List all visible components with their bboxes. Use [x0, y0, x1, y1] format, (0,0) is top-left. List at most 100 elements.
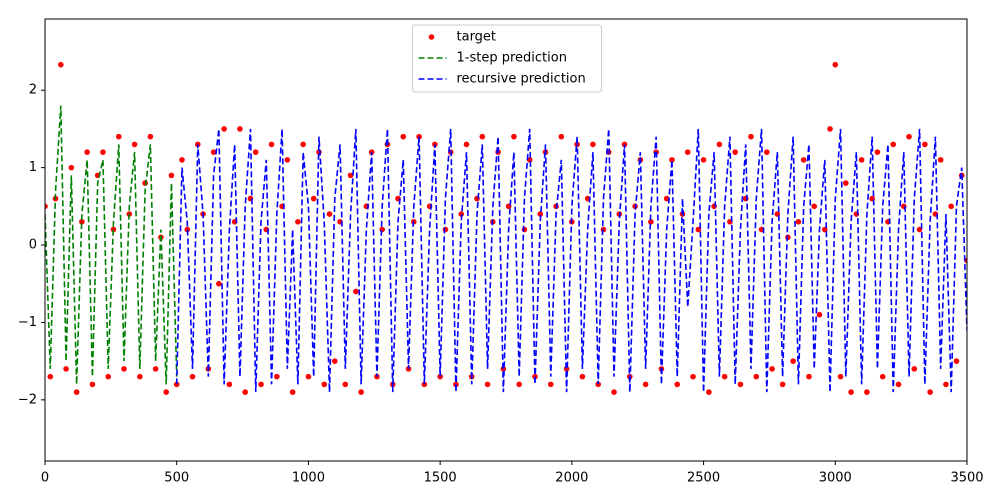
target-point — [484, 381, 491, 388]
target-point — [458, 211, 465, 217]
target-point — [258, 381, 264, 388]
target-point — [353, 288, 359, 295]
target-point — [210, 149, 217, 155]
target-point — [811, 203, 818, 210]
plot-frame — [44, 18, 968, 462]
legend-label: 1-step prediction — [457, 51, 567, 66]
legend-marker — [428, 34, 435, 40]
target-point — [800, 157, 807, 163]
target-point — [326, 211, 333, 217]
target-point — [948, 203, 954, 210]
target-point — [521, 226, 528, 233]
y-tick-label: −2 — [18, 392, 37, 407]
target-point — [558, 133, 565, 140]
legend-label: recursive prediction — [457, 72, 586, 87]
target-point — [284, 157, 291, 163]
target-point — [268, 141, 275, 148]
target-point — [137, 373, 143, 380]
target-point — [289, 389, 296, 395]
target-point — [753, 373, 760, 380]
y-tick-label: 1 — [29, 160, 37, 175]
target-point — [748, 133, 754, 140]
target-point — [68, 164, 75, 171]
target-point — [131, 141, 138, 148]
target-point — [684, 149, 691, 155]
target-point — [832, 61, 839, 68]
target-point — [79, 219, 85, 225]
target-point — [89, 381, 96, 388]
target-point — [732, 149, 738, 155]
target-point — [874, 149, 881, 155]
target-point — [790, 358, 796, 364]
target-point — [953, 358, 960, 364]
x-tick-label: 3000 — [819, 471, 852, 486]
target-point — [295, 219, 301, 225]
target-point — [242, 389, 249, 395]
target-point — [806, 373, 812, 380]
target-point — [516, 381, 522, 388]
target-point — [105, 373, 112, 380]
target-point — [906, 133, 912, 140]
target-point — [47, 373, 54, 380]
target-point — [305, 373, 312, 380]
y-tick-label: 2 — [29, 83, 37, 98]
target-point — [189, 373, 196, 380]
target-point — [663, 195, 670, 202]
x-tick-label: 1500 — [424, 471, 457, 486]
target-point — [895, 381, 902, 388]
target-point — [184, 226, 191, 233]
target-point — [110, 226, 117, 233]
target-point — [737, 381, 744, 388]
target-point — [816, 311, 823, 318]
target-point — [706, 389, 712, 395]
target-point — [858, 157, 865, 163]
target-point — [700, 157, 707, 163]
target-point — [669, 157, 675, 163]
target-point — [300, 141, 306, 148]
y-tick-label: 0 — [29, 238, 37, 253]
target-point — [600, 226, 607, 233]
target-point — [848, 389, 854, 395]
x-tick-label: 2000 — [555, 471, 588, 486]
target-point — [84, 149, 90, 155]
target-point — [642, 381, 649, 388]
target-point — [442, 226, 449, 233]
target-point — [226, 381, 233, 388]
target-point — [890, 141, 897, 148]
target-point — [922, 141, 928, 148]
target-point — [690, 373, 696, 380]
prediction-line — [175, 128, 967, 393]
target-point — [100, 149, 106, 155]
target-point — [237, 126, 243, 132]
x-tick-label: 0 — [41, 471, 49, 486]
target-point — [716, 141, 723, 148]
x-tick-label: 500 — [164, 471, 189, 486]
target-point — [216, 280, 222, 287]
target-point — [252, 149, 259, 155]
target-point — [579, 373, 586, 380]
target-point — [943, 381, 949, 388]
prediction-line — [45, 105, 178, 385]
legend-box — [412, 24, 602, 93]
y-tick-label: −1 — [18, 315, 37, 330]
x-tick-label: 1000 — [292, 471, 325, 486]
target-point — [163, 389, 169, 395]
target-point — [121, 366, 127, 372]
target-point — [463, 141, 470, 148]
target-point — [674, 381, 681, 388]
target-point — [911, 366, 918, 372]
target-point — [590, 141, 596, 148]
target-point — [611, 389, 617, 395]
target-point — [179, 157, 185, 163]
target-point — [547, 381, 554, 388]
target-point — [168, 172, 175, 179]
target-point — [721, 373, 728, 380]
target-point — [500, 366, 507, 372]
target-point — [221, 126, 227, 132]
target-point — [274, 373, 280, 380]
target-point — [58, 61, 64, 68]
target-point — [321, 381, 328, 388]
target-point — [400, 133, 407, 140]
target-point — [73, 389, 80, 395]
